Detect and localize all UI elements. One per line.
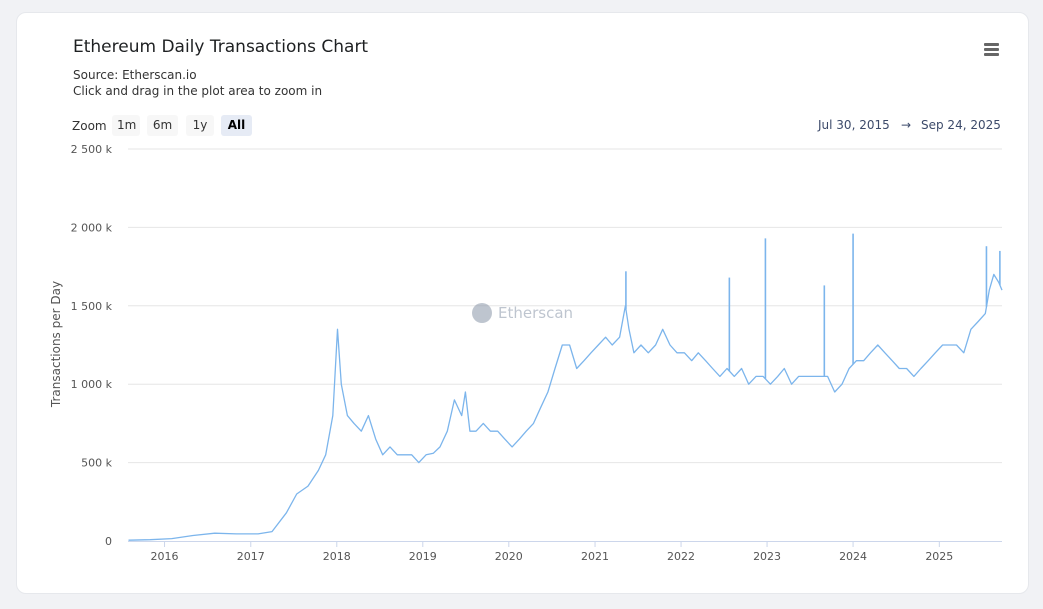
x-tick-label: 2020 [495, 550, 523, 563]
zoom-1m-button[interactable]: 1m [112, 115, 140, 136]
chart-instruction: Click and drag in the plot area to zoom … [73, 84, 323, 98]
range-from[interactable]: Jul 30, 2015 [818, 118, 890, 132]
y-tick-label: 500 k [81, 457, 112, 470]
chart-card [16, 12, 1029, 594]
x-tick-label: 2022 [667, 550, 695, 563]
y-tick-label: 2 500 k [71, 143, 113, 156]
zoom-label: Zoom [72, 119, 107, 133]
series-line [128, 273, 1003, 541]
watermark-text: Etherscan [498, 304, 574, 322]
x-tick-label: 2024 [839, 550, 867, 563]
y-tick-label: 0 [105, 535, 112, 548]
zoom-1y-button[interactable]: 1y [186, 115, 214, 136]
zoom-6m-button[interactable]: 6m [147, 115, 178, 136]
etherscan-logo-icon [472, 303, 492, 323]
x-tick-label: 2021 [581, 550, 609, 563]
x-tick-label: 2016 [151, 550, 179, 563]
chart-source: Source: Etherscan.io [73, 68, 197, 82]
x-tick-label: 2025 [925, 550, 953, 563]
range-to[interactable]: Sep 24, 2025 [921, 118, 1001, 132]
chart-title: Ethereum Daily Transactions Chart [73, 37, 369, 57]
y-tick-label: 1 500 k [71, 300, 113, 313]
y-tick-label: 2 000 k [71, 221, 113, 234]
zoom-all-button[interactable]: All [221, 115, 252, 136]
x-tick-label: 2018 [323, 550, 351, 563]
x-tick-label: 2017 [237, 550, 265, 563]
y-tick-label: 1 000 k [71, 378, 113, 391]
x-tick-label: 2023 [753, 550, 781, 563]
range-arrow-icon: → [901, 118, 912, 132]
x-tick-label: 2019 [409, 550, 437, 563]
etherscan-watermark: Etherscan [472, 303, 573, 323]
hamburger-menu-icon[interactable] [982, 43, 1000, 57]
